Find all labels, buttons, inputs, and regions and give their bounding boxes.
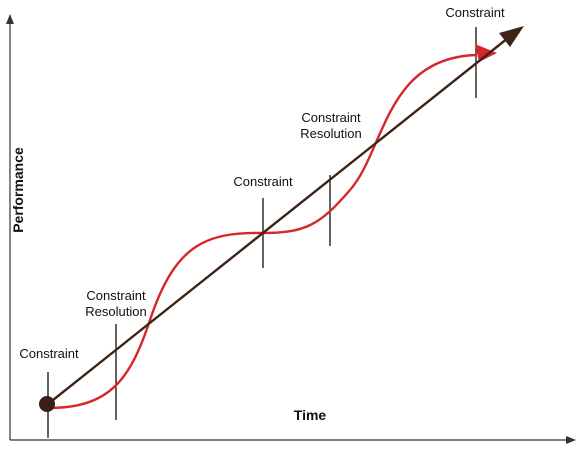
- performance-curve: [47, 53, 477, 410]
- label-constraint-3: Constraint: [445, 5, 505, 20]
- y-axis-arrow-icon: [6, 14, 14, 24]
- trend-line: [47, 37, 509, 405]
- x-axis-arrow-icon: [566, 436, 576, 444]
- start-point-dot: [39, 396, 55, 412]
- label-resolution-2-line2: Resolution: [300, 126, 361, 141]
- label-resolution-1-line1: Constraint: [86, 288, 146, 303]
- label-resolution-1-line2: Resolution: [85, 304, 146, 319]
- trend-arrow-icon: [499, 26, 524, 47]
- label-resolution-2-line1: Constraint: [301, 110, 361, 125]
- label-constraint-2: Constraint: [233, 174, 293, 189]
- y-axis-title: Performance: [10, 147, 26, 233]
- label-constraint-1: Constraint: [19, 346, 79, 361]
- x-axis-title: Time: [294, 407, 327, 423]
- performance-curve-arrow-icon: [475, 44, 497, 62]
